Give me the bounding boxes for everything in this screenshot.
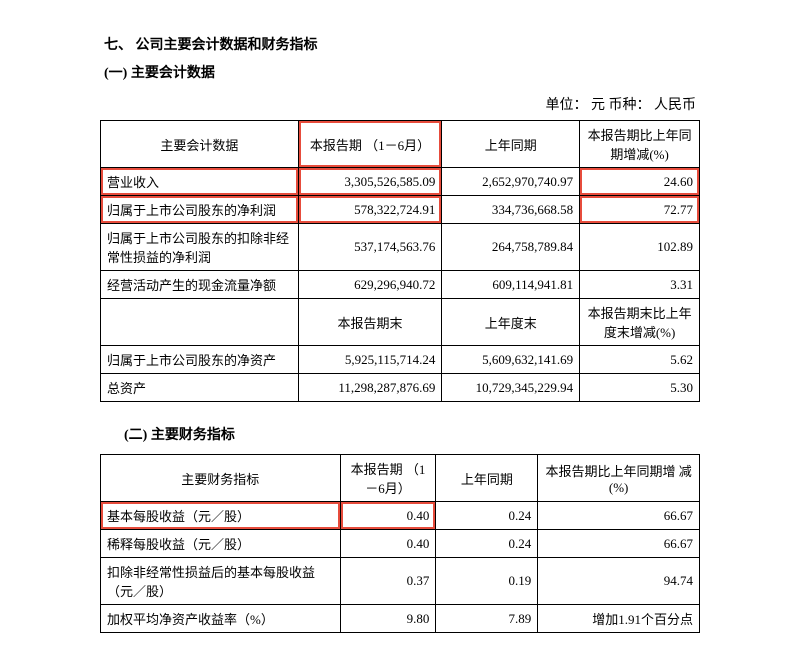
cell-value: 增加1.91个百分点 xyxy=(538,605,700,633)
subsection-2-title: (二) 主要财务指标 xyxy=(124,424,700,444)
cell-label: 加权平均净资产收益率（%） xyxy=(101,605,341,633)
table-row: 经营活动产生的现金流量净额 629,296,940.72 609,114,941… xyxy=(101,271,700,299)
cell-value: 24.60 xyxy=(580,168,700,196)
table-row: 总资产 11,298,287,876.69 10,729,345,229.94 … xyxy=(101,374,700,402)
cell-label: 归属于上市公司股东的净利润 xyxy=(101,196,299,224)
cell-value: 72.77 xyxy=(580,196,700,224)
table-row: 稀释每股收益（元／股） 0.40 0.24 66.67 xyxy=(101,530,700,558)
table-row: 基本每股收益（元／股） 0.40 0.24 66.67 xyxy=(101,502,700,530)
col-prior-period: 上年同期 xyxy=(442,121,580,168)
table-row: 营业收入 3,305,526,585.09 2,652,970,740.97 2… xyxy=(101,168,700,196)
table-row: 归属于上市公司股东的扣除非经常性损益的净利润 537,174,563.76 26… xyxy=(101,224,700,271)
table-subheader-row: 本报告期末 上年度末 本报告期末比上年 度末增减(%) xyxy=(101,299,700,346)
cell-value: 5,609,632,141.69 xyxy=(442,346,580,374)
cell-value: 0.37 xyxy=(340,558,436,605)
table-row: 加权平均净资产收益率（%） 9.80 7.89 增加1.91个百分点 xyxy=(101,605,700,633)
cell-value: 11,298,287,876.69 xyxy=(298,374,442,402)
col-current-end: 本报告期末 xyxy=(298,299,442,346)
cell-value: 0.24 xyxy=(436,502,538,530)
cell-label: 基本每股收益（元／股） xyxy=(101,502,341,530)
col-metric xyxy=(101,299,299,346)
cell-value: 0.24 xyxy=(436,530,538,558)
cell-label: 营业收入 xyxy=(101,168,299,196)
table-header-row: 主要会计数据 本报告期 （1－6月） 上年同期 本报告期比上年同 期增减(%) xyxy=(101,121,700,168)
cell-label: 稀释每股收益（元／股） xyxy=(101,530,341,558)
cell-value: 102.89 xyxy=(580,224,700,271)
cell-value: 5.62 xyxy=(580,346,700,374)
table-row: 扣除非经常性损益后的基本每股收益（元／股） 0.37 0.19 94.74 xyxy=(101,558,700,605)
cell-value: 334,736,668.58 xyxy=(442,196,580,224)
col-metric: 主要财务指标 xyxy=(101,455,341,502)
cell-label: 经营活动产生的现金流量净额 xyxy=(101,271,299,299)
col-prior-end: 上年度末 xyxy=(442,299,580,346)
col-current-period: 本报告期 （1－6月） xyxy=(298,121,442,168)
subsection-1-title: (一) 主要会计数据 xyxy=(100,62,700,82)
cell-value: 264,758,789.84 xyxy=(442,224,580,271)
cell-value: 609,114,941.81 xyxy=(442,271,580,299)
financial-indicators-table: 主要财务指标 本报告期 （1－6月） 上年同期 本报告期比上年同期增 减(%) … xyxy=(100,454,700,633)
cell-value: 0.40 xyxy=(340,502,436,530)
cell-value: 537,174,563.76 xyxy=(298,224,442,271)
cell-value: 0.19 xyxy=(436,558,538,605)
cell-value: 10,729,345,229.94 xyxy=(442,374,580,402)
cell-value: 3.31 xyxy=(580,271,700,299)
cell-value: 5,925,115,714.24 xyxy=(298,346,442,374)
cell-value: 9.80 xyxy=(340,605,436,633)
table-row: 归属于上市公司股东的净资产 5,925,115,714.24 5,609,632… xyxy=(101,346,700,374)
cell-value: 3,305,526,585.09 xyxy=(298,168,442,196)
table-header-row: 主要财务指标 本报告期 （1－6月） 上年同期 本报告期比上年同期增 减(%) xyxy=(101,455,700,502)
section-title: 七、 公司主要会计数据和财务指标 xyxy=(100,34,700,54)
cell-value: 5.30 xyxy=(580,374,700,402)
col-change: 本报告期末比上年 度末增减(%) xyxy=(580,299,700,346)
accounting-data-table: 主要会计数据 本报告期 （1－6月） 上年同期 本报告期比上年同 期增减(%) … xyxy=(100,120,700,402)
cell-value: 629,296,940.72 xyxy=(298,271,442,299)
cell-label: 归属于上市公司股东的净资产 xyxy=(101,346,299,374)
cell-label: 归属于上市公司股东的扣除非经常性损益的净利润 xyxy=(101,224,299,271)
col-metric: 主要会计数据 xyxy=(101,121,299,168)
cell-value: 66.67 xyxy=(538,502,700,530)
cell-value: 66.67 xyxy=(538,530,700,558)
col-change: 本报告期比上年同期增 减(%) xyxy=(538,455,700,502)
col-prior-period: 上年同期 xyxy=(436,455,538,502)
table-row: 归属于上市公司股东的净利润 578,322,724.91 334,736,668… xyxy=(101,196,700,224)
col-change: 本报告期比上年同 期增减(%) xyxy=(580,121,700,168)
cell-value: 0.40 xyxy=(340,530,436,558)
unit-line: 单位： 元 币种： 人民币 xyxy=(100,94,700,114)
cell-value: 7.89 xyxy=(436,605,538,633)
col-current-period: 本报告期 （1－6月） xyxy=(340,455,436,502)
cell-label: 扣除非经常性损益后的基本每股收益（元／股） xyxy=(101,558,341,605)
cell-label: 总资产 xyxy=(101,374,299,402)
cell-value: 94.74 xyxy=(538,558,700,605)
cell-value: 2,652,970,740.97 xyxy=(442,168,580,196)
cell-value: 578,322,724.91 xyxy=(298,196,442,224)
